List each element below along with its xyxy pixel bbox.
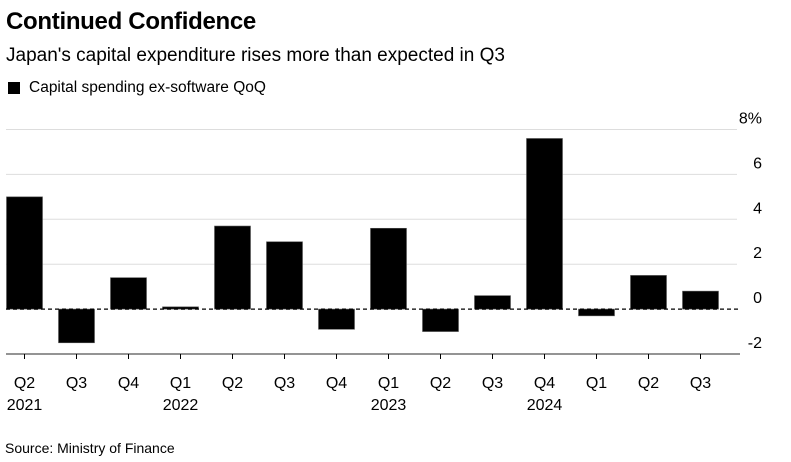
x-tick-label-quarter: Q2	[638, 375, 659, 392]
bar-q4-2022	[318, 308, 355, 330]
legend-label: Capital spending ex-software QoQ	[29, 79, 266, 96]
y-tick-label: 0	[753, 290, 762, 307]
y-tick-label: 8%	[739, 111, 762, 128]
y-tick-label: 6	[753, 155, 762, 172]
x-tick-label-year: 2022	[163, 397, 199, 414]
y-tick-label: 4	[753, 200, 762, 217]
bar-q3-2024	[682, 290, 719, 310]
x-tick-label-quarter: Q3	[690, 375, 711, 392]
x-tick-label-year: 2023	[371, 397, 407, 414]
bar-q2-2022	[214, 225, 251, 310]
legend-swatch	[8, 82, 20, 94]
bar-q1-2024	[578, 308, 615, 317]
chart-title: Continued Confidence	[6, 8, 256, 35]
bar-q3-2023	[474, 295, 511, 310]
x-tick-label-quarter: Q3	[482, 375, 503, 392]
x-tick-label-quarter: Q1	[586, 375, 607, 392]
x-tick-label-quarter: Q2	[222, 375, 243, 392]
bar-q2-2023	[422, 308, 459, 332]
legend: Capital spending ex-software QoQ	[8, 79, 266, 97]
bar-q4-2021	[110, 277, 147, 310]
x-tick-label-quarter: Q1	[378, 375, 399, 392]
bar-q4-2023	[526, 138, 563, 310]
bar-q3-2022	[266, 241, 303, 310]
bar-q1-2023	[370, 227, 407, 310]
bar-q1-2022	[162, 306, 199, 310]
x-tick-label-quarter: Q4	[534, 375, 555, 392]
bar-q3-2021	[58, 308, 95, 344]
bar-q2-2021	[6, 196, 43, 310]
x-tick-label-year: 2021	[7, 397, 43, 414]
bar-q2-2024	[630, 275, 667, 310]
source-note: Source: Ministry of Finance	[5, 440, 175, 456]
axes	[6, 308, 740, 359]
y-tick-label: -2	[748, 335, 762, 352]
x-tick-label-quarter: Q1	[170, 375, 191, 392]
x-tick-label-quarter: Q3	[274, 375, 295, 392]
chart-subtitle: Japan's capital expenditure rises more t…	[6, 45, 505, 66]
x-tick-label-quarter: Q4	[118, 375, 139, 392]
x-tick-label-quarter: Q2	[14, 375, 35, 392]
x-tick-label-quarter: Q2	[430, 375, 451, 392]
bars	[6, 138, 719, 344]
y-tick-label: 2	[753, 245, 762, 262]
y-axis-labels: 8% 6 4 2 0 -2	[739, 111, 762, 353]
x-tick-label-year: 2024	[527, 397, 563, 414]
x-tick-label-quarter: Q3	[66, 375, 87, 392]
x-axis-labels: Q2 2021 Q3 Q4 Q1 2022 Q2 Q3 Q4 Q1 2023 Q2 Q3 Q4 2024 Q1…	[7, 375, 712, 414]
x-tick-label-quarter: Q4	[326, 375, 347, 392]
